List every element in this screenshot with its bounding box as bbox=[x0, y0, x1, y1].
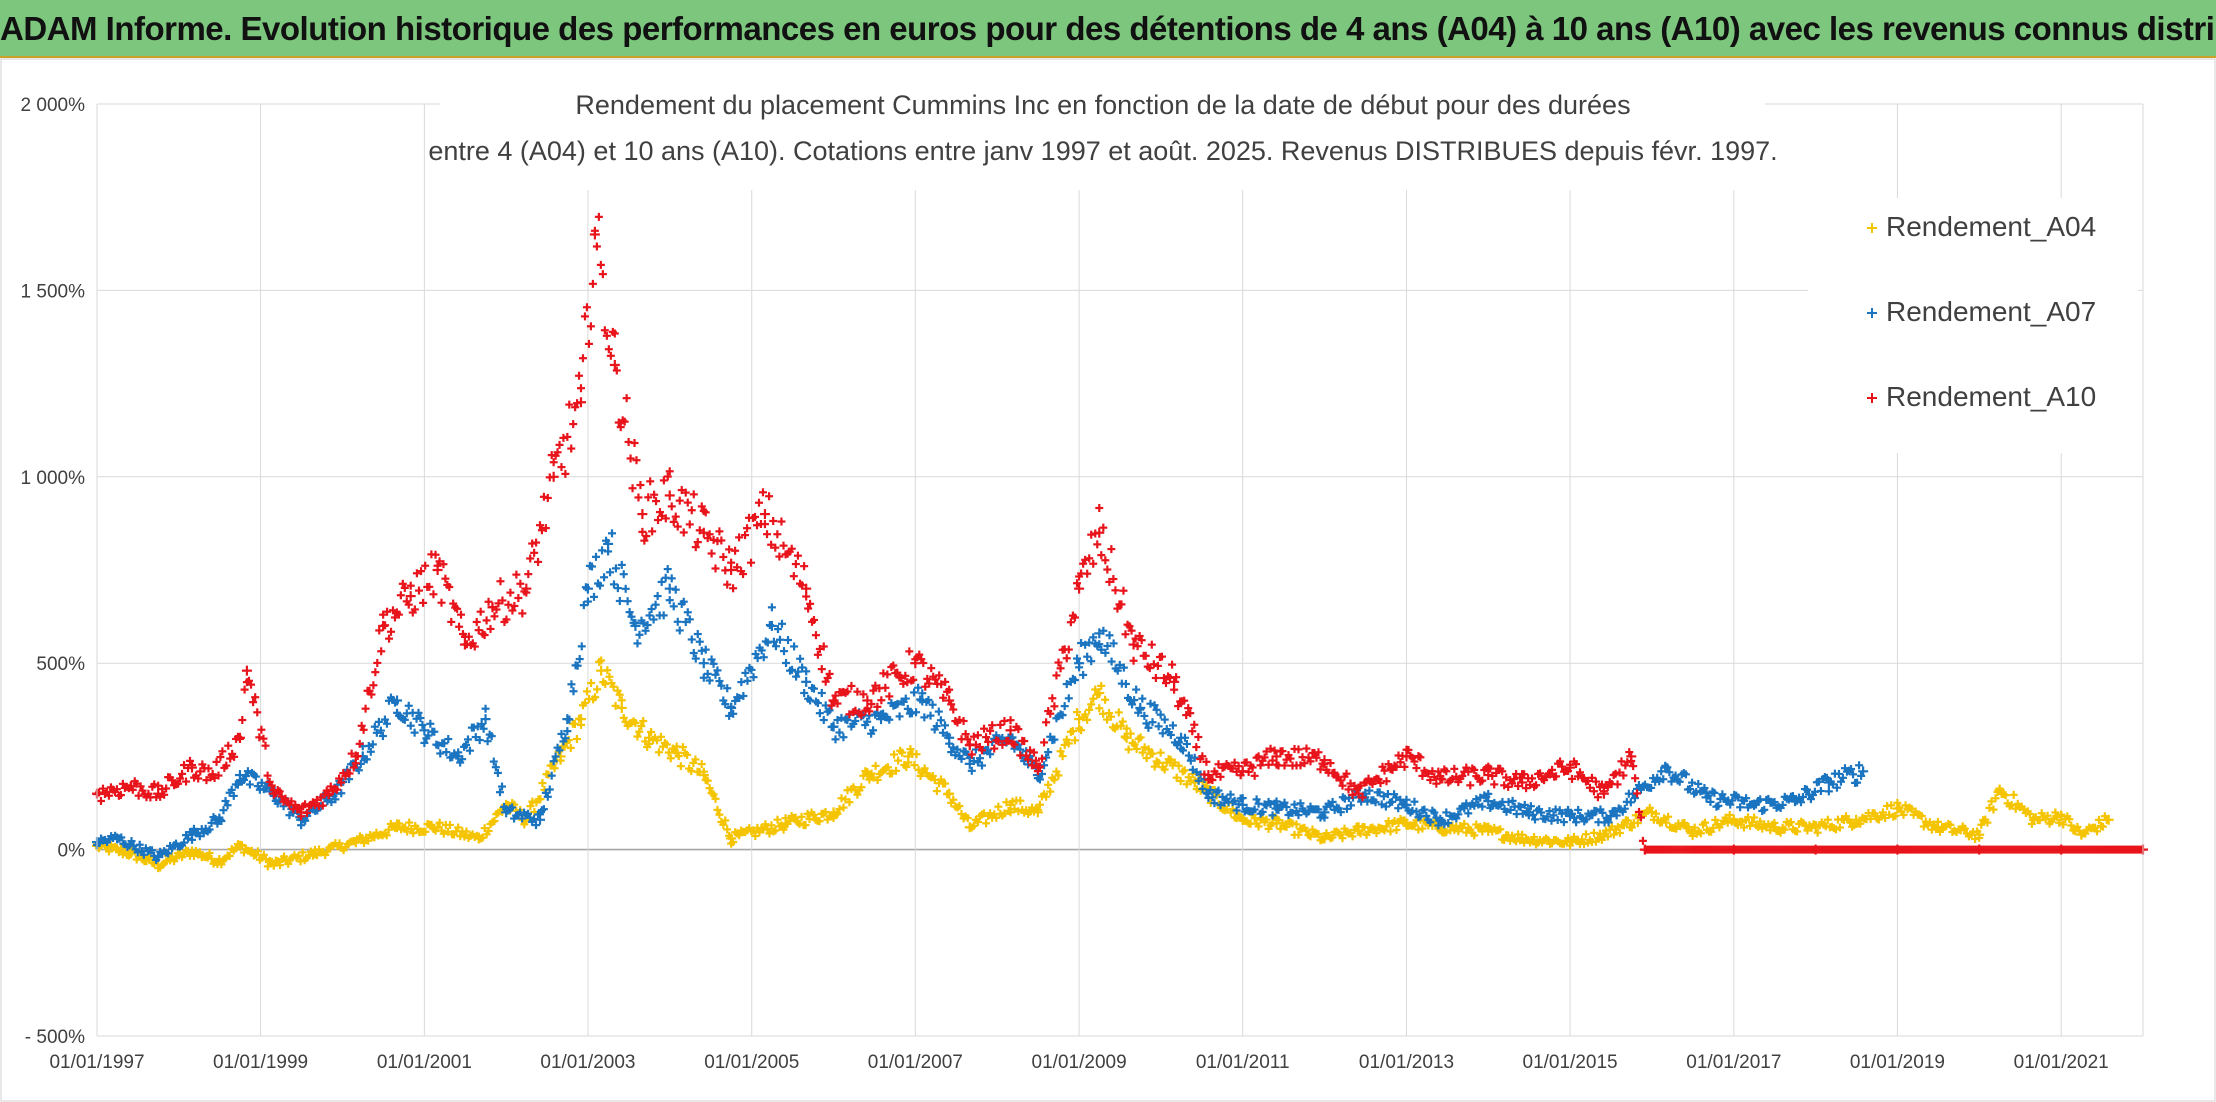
chart: - 500% 0% 500% 1 000% 1 500% 2 000% 01/01/1997… bbox=[0, 58, 2216, 1102]
y-tick-label: - 500% bbox=[25, 1027, 85, 1048]
x-tick-label: 01/01/2021 bbox=[2014, 1052, 2109, 1073]
x-tick-label: 01/01/2007 bbox=[868, 1052, 963, 1073]
data-point bbox=[609, 359, 620, 370]
y-tick-label: 500% bbox=[36, 654, 85, 675]
data-point bbox=[616, 702, 627, 713]
chart-title-background bbox=[440, 78, 1765, 190]
x-tick-label: 01/01/1997 bbox=[49, 1052, 144, 1073]
y-tick-label: 0% bbox=[58, 841, 86, 862]
data-point bbox=[637, 509, 648, 520]
series-cloud bbox=[93, 212, 2146, 854]
series-Rendement_A10 bbox=[92, 212, 2148, 855]
series-cloud bbox=[93, 529, 1866, 864]
data-point bbox=[1858, 766, 1869, 777]
y-tick-label: 1 500% bbox=[21, 281, 86, 302]
x-tick-label: 01/01/2013 bbox=[1359, 1052, 1454, 1073]
legend-marker-Rendement_A10 bbox=[1867, 393, 1877, 403]
y-tick-label: 2 000% bbox=[21, 95, 86, 116]
legend-label-Rendement_A10: Rendement_A10 bbox=[1886, 381, 2096, 412]
data-point bbox=[801, 676, 812, 687]
legend-marker-Rendement_A04 bbox=[1867, 223, 1877, 233]
y-tick-label: 1 000% bbox=[21, 468, 86, 489]
x-tick-label: 01/01/2003 bbox=[540, 1052, 635, 1073]
legend-marker-Rendement_A07 bbox=[1867, 308, 1877, 318]
axes: - 500% 0% 500% 1 000% 1 500% 2 000% 01/01/1997… bbox=[21, 95, 2144, 1073]
x-tick-label: 01/01/2015 bbox=[1523, 1052, 1618, 1073]
legend: Rendement_A04 Rendement_A07 Rendement_A10 bbox=[1808, 198, 2138, 453]
data-point bbox=[1121, 732, 1132, 743]
x-tick-label: 01/01/2005 bbox=[704, 1052, 799, 1073]
x-tick-label: 01/01/2001 bbox=[377, 1052, 472, 1073]
chart-title-line1: Rendement du placement Cummins Inc en fo… bbox=[575, 90, 1630, 120]
legend-background bbox=[1808, 198, 2138, 453]
data-point bbox=[480, 714, 491, 725]
data-point bbox=[1074, 583, 1085, 594]
data-point bbox=[698, 658, 709, 669]
x-tick-label: 01/01/2011 bbox=[1196, 1052, 1290, 1073]
data-point bbox=[1005, 725, 1016, 736]
header-title: ADAM Informe. Evolution historique des p… bbox=[0, 10, 2216, 47]
data-points bbox=[92, 212, 2148, 873]
x-tick-label: 01/01/1999 bbox=[213, 1052, 308, 1073]
x-tick-label: 01/01/2017 bbox=[1686, 1052, 1781, 1073]
legend-label-Rendement_A04: Rendement_A04 bbox=[1886, 211, 2096, 242]
x-tick-label: 01/01/2019 bbox=[1850, 1052, 1945, 1073]
data-point bbox=[759, 509, 770, 520]
data-point bbox=[419, 725, 430, 736]
data-point bbox=[664, 490, 675, 501]
data-point bbox=[241, 665, 252, 676]
header-band bbox=[0, 0, 2216, 58]
data-point bbox=[582, 583, 593, 594]
data-point bbox=[405, 591, 416, 602]
legend-label-Rendement_A07: Rendement_A07 bbox=[1886, 296, 2096, 327]
chart-title-line2: entre 4 (A04) et 10 ans (A10). Cotations… bbox=[428, 136, 1777, 166]
x-tick-label: 01/01/2009 bbox=[1032, 1052, 1127, 1073]
series-Rendement_A07 bbox=[92, 529, 1869, 864]
